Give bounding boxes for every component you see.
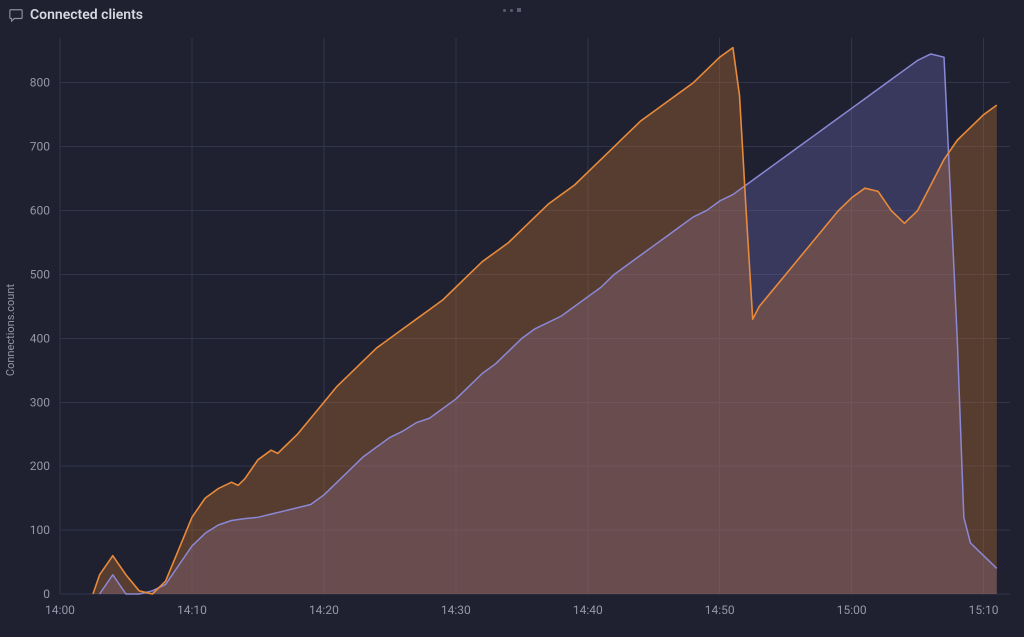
y-tick-label: 700	[30, 140, 50, 154]
x-tick-label: 15:00	[837, 603, 867, 617]
y-tick-label: 100	[30, 523, 50, 537]
y-tick-label: 800	[30, 76, 50, 90]
panel-title: Connected clients	[30, 7, 143, 23]
connections-chart[interactable]: 0 100 200 300 400 500 600 700 800 14:00 14:10 14:20…	[0, 30, 1024, 637]
x-tick-label: 15:10	[969, 603, 999, 617]
comment-icon	[8, 7, 24, 23]
x-tick-label: 14:40	[573, 603, 603, 617]
y-tick-label: 300	[30, 395, 50, 409]
y-axis-label: Connections.count	[4, 284, 17, 377]
panel-header[interactable]: Connected clients	[0, 0, 1024, 30]
y-tick-label: 600	[30, 204, 50, 218]
y-tick-label: 400	[30, 331, 50, 345]
x-tick-label: 14:20	[309, 603, 339, 617]
chart-area-wrapper: 0 100 200 300 400 500 600 700 800 14:00 14:10 14:20…	[0, 30, 1024, 637]
y-tick-label: 0	[43, 587, 50, 601]
chart-panel: Connected clients 0 100 200 300 400 500 600 700…	[0, 0, 1024, 637]
x-tick-label: 14:00	[45, 603, 75, 617]
x-tick-label: 14:30	[441, 603, 471, 617]
y-tick-label: 200	[30, 459, 50, 473]
x-tick-label: 14:50	[705, 603, 735, 617]
x-tick-label: 14:10	[177, 603, 207, 617]
drag-handle-icon[interactable]	[503, 8, 521, 12]
y-tick-label: 500	[30, 267, 50, 281]
